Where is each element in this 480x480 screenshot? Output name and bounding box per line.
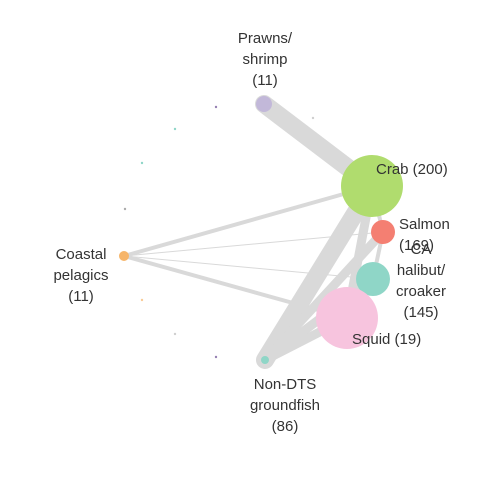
node-ca_halibut bbox=[356, 262, 390, 296]
edge-crab-coastal bbox=[122, 184, 374, 258]
node-prawns bbox=[256, 96, 272, 112]
node-label-line: (11) bbox=[68, 288, 94, 305]
node-label-line: (169) bbox=[399, 237, 434, 254]
node-label-prawns: Prawns/shrimp (11) bbox=[238, 30, 293, 89]
node-salmon bbox=[371, 220, 395, 244]
node-label-line: CA bbox=[411, 241, 432, 258]
edge-salmon-nondts bbox=[260, 227, 388, 365]
minor-node-dot bbox=[173, 127, 177, 131]
labels-layer: Crab (200) Salmon (169)CA halibut/croaker (1… bbox=[53, 30, 449, 435]
node-label-line: (86) bbox=[272, 418, 299, 435]
minor-node-dot bbox=[311, 116, 315, 120]
node-label-line: Salmon bbox=[399, 216, 450, 233]
node-label-line: pelagics bbox=[53, 267, 108, 284]
minor-node-dot bbox=[123, 207, 127, 211]
node-label-line: Coastal bbox=[56, 246, 107, 263]
minor-node-dot bbox=[173, 332, 177, 336]
node-label-line: Crab (200) bbox=[376, 161, 448, 178]
node-coastal bbox=[119, 251, 129, 261]
minor-node-dot bbox=[140, 161, 144, 165]
node-label-line: Prawns/ bbox=[238, 30, 293, 47]
edge-crab-nondts bbox=[256, 177, 381, 369]
node-label-salmon: Salmon (169) bbox=[399, 216, 450, 254]
minor-node-dot bbox=[214, 355, 218, 359]
node-label-line: (145) bbox=[403, 304, 438, 321]
node-label-line: groundfish bbox=[250, 397, 320, 414]
node-label-squid: Squid (19) bbox=[352, 331, 421, 348]
node-crab bbox=[341, 155, 403, 217]
node-label-coastal: Coastal pelagics (11) bbox=[53, 246, 108, 305]
node-label-line: (11) bbox=[252, 72, 278, 89]
node-nondts bbox=[261, 356, 269, 364]
edge-coastal-salmon bbox=[123, 231, 384, 257]
nodes-layer bbox=[119, 96, 403, 364]
minor-node-dot bbox=[140, 298, 144, 302]
minor-dots-layer bbox=[123, 105, 315, 359]
node-label-line: Non-DTS bbox=[254, 376, 317, 393]
node-label-crab: Crab (200) bbox=[376, 161, 448, 178]
node-label-line: shrimp bbox=[242, 51, 287, 68]
node-label-ca_halibut: CA halibut/croaker (145) bbox=[396, 241, 446, 321]
minor-node-dot bbox=[214, 105, 218, 109]
node-label-line: croaker bbox=[396, 283, 446, 300]
edge-coastal-ca_halibut bbox=[123, 255, 374, 280]
node-squid bbox=[316, 287, 378, 349]
node-label-line: Squid (19) bbox=[352, 331, 421, 348]
node-label-nondts: Non-DTS groundfish (86) bbox=[250, 376, 320, 435]
node-label-line: halibut/ bbox=[397, 262, 446, 279]
